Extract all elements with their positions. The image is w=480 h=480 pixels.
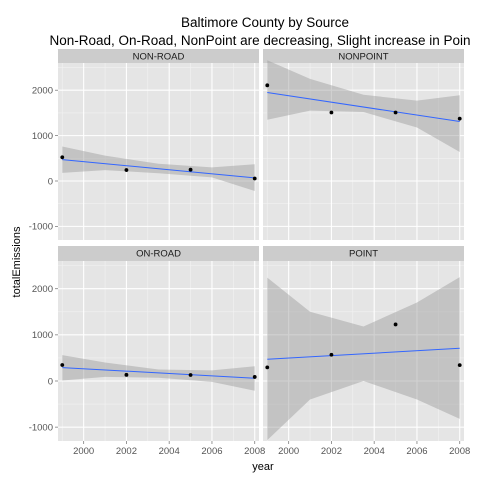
- x-tick-label: 2006: [201, 446, 222, 457]
- x-tick-label: 2008: [244, 446, 265, 457]
- x-tick-label: 2006: [406, 446, 427, 457]
- x-tick-label: 2004: [159, 446, 180, 457]
- x-axis-title: year: [252, 461, 274, 473]
- panel-background: [263, 63, 464, 240]
- confidence-band: [267, 60, 460, 152]
- y-tick-label: 0: [48, 176, 53, 187]
- x-tick-label: 2004: [364, 446, 385, 457]
- data-point: [252, 375, 257, 379]
- data-point: [457, 116, 462, 121]
- facet-strip: [263, 246, 464, 261]
- data-point: [252, 176, 257, 181]
- facet-panels: NON-ROAD -1000 0 1000 2000 NONPOINT ON-ROAD -10…: [29, 49, 470, 457]
- x-tick-label: 2008: [449, 446, 470, 457]
- data-point: [60, 155, 65, 160]
- facet-strip-label: NON-ROAD: [133, 52, 185, 63]
- data-point: [124, 168, 129, 172]
- regression-line: [62, 159, 255, 179]
- x-tick-label: 2000: [73, 446, 94, 457]
- facet-strip: [58, 49, 259, 63]
- data-point: [188, 167, 193, 172]
- panel-background: [263, 261, 464, 441]
- facet-strip-label: ON-ROAD: [136, 249, 181, 260]
- y-tick-label: 0: [48, 376, 53, 387]
- panel-background: [58, 63, 259, 240]
- data-point: [188, 373, 193, 377]
- data-point: [265, 365, 270, 370]
- data-point: [393, 110, 398, 115]
- data-point: [393, 322, 398, 327]
- y-tick-label: 2000: [32, 86, 53, 97]
- y-tick-label: -1000: [29, 422, 53, 433]
- y-tick-label: -1000: [29, 222, 53, 233]
- x-tick-label: 2002: [321, 446, 342, 457]
- regression-line: [62, 367, 255, 379]
- data-point: [60, 363, 65, 367]
- data-point: [265, 83, 270, 88]
- data-point: [124, 372, 129, 377]
- facet-strip-label: POINT: [349, 249, 378, 260]
- regression-line: [267, 347, 460, 360]
- y-axis-title: totalEmissions: [11, 226, 23, 297]
- y-tick-label: 1000: [32, 330, 53, 341]
- confidence-band: [267, 277, 460, 441]
- facet-strip-label: NONPOINT: [338, 52, 388, 63]
- chart-title: Baltimore County by Source: [181, 15, 349, 30]
- y-tick-label: 1000: [32, 131, 53, 142]
- regression-line: [267, 92, 460, 123]
- x-tick-label: 2000: [278, 446, 299, 457]
- facet-strip: [263, 49, 464, 63]
- data-point: [329, 352, 334, 357]
- facet-strip: [58, 246, 259, 261]
- x-tick-label: 2002: [116, 446, 137, 457]
- data-point: [457, 363, 462, 368]
- chart-subtitle: Non-Road, On-Road, NonPoint are decreasi…: [50, 33, 471, 48]
- panel-background: [58, 261, 259, 441]
- y-tick-label: 2000: [32, 284, 53, 295]
- data-point: [329, 110, 334, 115]
